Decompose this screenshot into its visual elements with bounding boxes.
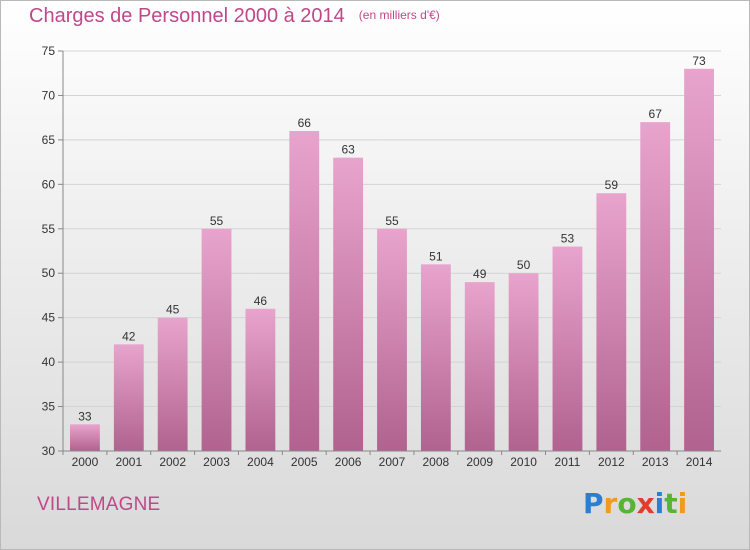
bar-value-label: 55 <box>385 214 399 228</box>
bar <box>377 228 407 451</box>
bar-value-label: 53 <box>561 232 575 246</box>
logo-letter: x <box>636 487 655 520</box>
logo-letter: P <box>583 487 604 520</box>
bar <box>113 344 144 451</box>
x-tick-label: 2010 <box>510 455 537 469</box>
logo-letter: o <box>617 487 637 520</box>
y-tick-label: 75 <box>42 44 56 58</box>
commune-name: VILLEMAGNE <box>37 494 161 515</box>
bar-value-label: 73 <box>692 54 706 68</box>
y-tick-label: 50 <box>42 266 56 280</box>
x-tick-label: 2011 <box>555 455 581 469</box>
x-tick-label: 2006 <box>335 455 362 469</box>
bar-value-label: 50 <box>517 258 531 272</box>
bar <box>157 317 188 451</box>
logo-letter: t <box>664 487 678 520</box>
x-tick-label: 2013 <box>642 455 669 469</box>
logo-letter: r <box>603 487 618 520</box>
bar-value-label: 42 <box>122 329 136 343</box>
chart-title: Charges de Personnel 2000 à 2014 (en mill… <box>29 5 440 28</box>
y-tick-label: 45 <box>42 311 56 325</box>
y-tick-label: 70 <box>42 88 56 102</box>
bar-value-label: 51 <box>429 249 443 263</box>
proxiti-logo: Proxiti <box>583 487 687 520</box>
x-tick-label: 2003 <box>203 455 230 469</box>
bar-value-label: 45 <box>166 303 180 317</box>
x-tick-label: 2009 <box>466 455 493 469</box>
x-tick-label: 2002 <box>159 455 186 469</box>
bar <box>464 282 495 451</box>
x-tick-label: 2005 <box>291 455 318 469</box>
bar <box>201 228 232 451</box>
bar <box>684 68 714 452</box>
bar-value-label: 59 <box>605 178 619 192</box>
bar <box>508 273 539 451</box>
bar <box>333 157 364 451</box>
y-tick-label: 60 <box>42 177 56 191</box>
x-tick-label: 2008 <box>423 455 450 469</box>
y-tick-label: 65 <box>42 133 56 147</box>
bar <box>596 193 627 451</box>
bar <box>70 424 100 451</box>
bar <box>245 308 276 451</box>
logo-letter: i <box>677 487 688 520</box>
y-tick-label: 40 <box>42 355 56 369</box>
x-tick-label: 2001 <box>115 455 142 469</box>
bar-value-label: 55 <box>210 214 224 228</box>
bar <box>289 131 320 451</box>
x-tick-label: 2007 <box>379 455 406 469</box>
bar-value-label: 67 <box>649 107 663 121</box>
chart-title-text: Charges de Personnel 2000 à 2014 <box>29 5 345 27</box>
bar <box>640 122 671 451</box>
bar-value-label: 49 <box>473 267 487 281</box>
y-tick-label: 55 <box>42 222 56 236</box>
bars-layer: 33 42 45 55 46 66 63 55 51 49 50 53 59 67 73 <box>70 54 714 452</box>
bar-value-label: 63 <box>341 143 355 157</box>
x-tick-label: 2014 <box>686 455 713 469</box>
x-tick-label: 2004 <box>247 455 274 469</box>
logo-letter: i <box>654 487 665 520</box>
chart-subtitle: (en milliers d'€) <box>358 8 440 22</box>
x-tick-label: 2000 <box>72 455 99 469</box>
x-tick-label: 2012 <box>598 455 625 469</box>
bar-value-label: 46 <box>254 294 268 308</box>
axis-layer: 30 35 40 45 50 55 60 65 70 75 2000 2001 2002 2003 2004… <box>42 44 721 469</box>
bar <box>552 246 583 451</box>
bar-value-label: 33 <box>78 409 92 423</box>
y-tick-label: 30 <box>42 444 56 458</box>
bar-value-label: 66 <box>298 116 312 130</box>
bar <box>420 264 451 451</box>
y-tick-label: 35 <box>42 400 56 414</box>
